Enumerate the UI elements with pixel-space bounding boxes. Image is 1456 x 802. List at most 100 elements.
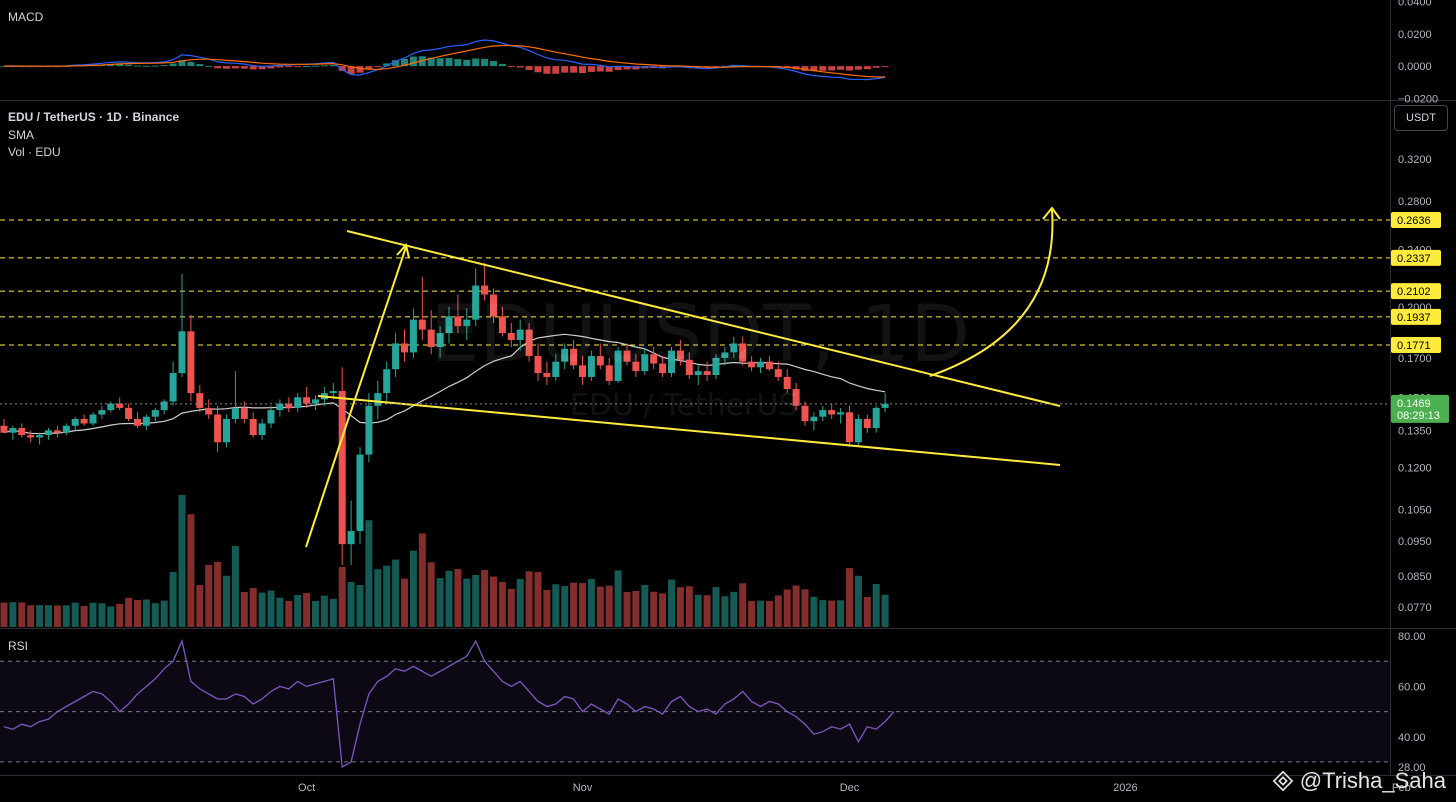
candle-body [507,333,515,340]
descending-support-trendline [317,395,1061,466]
candle-body [748,361,756,368]
volume-bar [249,588,257,627]
candle-body [178,331,186,374]
symbol-title[interactable]: EDU / TetherUS · 1D · Binance [8,110,180,124]
volume-bar [659,593,667,627]
candle-body [98,410,106,415]
volume-bar [614,570,622,627]
macd-histogram-bar [445,58,453,67]
macd-axis-tick-label: −0.0200 [1398,93,1438,105]
macd-histogram-bar [267,66,275,69]
volume-bar [409,550,417,627]
volume-indicator-label[interactable]: Vol · EDU [8,145,61,159]
candle-body [685,359,693,376]
price-axis-tick-label: 0.1200 [1398,462,1432,474]
candle-body [89,414,97,424]
candle-body [45,430,52,436]
macd-histogram-bar [347,66,355,74]
candle-body [712,357,720,376]
impulse-arrowhead [396,242,410,259]
volume-bar [231,546,239,627]
macd-histogram-bar [303,66,311,68]
candle-body [765,361,773,370]
macd-histogram-bar [525,66,533,70]
volume-bar [525,571,533,627]
macd-histogram-bar [258,66,266,70]
volume-bar [765,601,773,627]
macd-histogram-bar [151,65,159,67]
volume-bar [774,595,782,627]
volume-bar [134,600,141,627]
macd-histogram-bar [472,58,480,67]
candle-body [249,418,257,436]
volume-bar [356,585,364,627]
time-axis-tick-label: 2026 [1113,782,1137,794]
candle-body [454,316,462,327]
volume-bar [837,600,845,627]
macd-histogram-bar [846,66,853,71]
macd-histogram-bar [507,66,515,68]
macd-histogram-bar [169,63,177,67]
volume-bar [881,594,889,627]
candle-body [561,348,569,362]
macd-histogram-bar [401,58,408,67]
last-price-tag-value: 0.1469 [1397,398,1431,410]
candle-body [801,405,809,422]
candle-body [490,294,497,317]
macd-histogram-bar [205,65,213,67]
macd-histogram-bar [543,66,551,74]
candle-body [383,369,391,394]
macd-histogram-bar [854,66,862,70]
time-axis-tick-label: Feb [1392,782,1411,794]
volume-bar [107,606,115,627]
macd-histogram-bar [436,58,444,67]
macd-histogram-bar [312,65,319,67]
macd-histogram-bar [178,60,186,67]
candle-body [774,369,782,377]
macd-histogram-bar [214,66,222,69]
candle-body [53,430,61,433]
candle-body [107,403,115,411]
macd-histogram-bar [596,66,604,72]
macd-axis-tick-label: 0.0000 [1398,61,1432,73]
volume-bar [116,603,124,627]
macd-histogram-bar [125,64,133,67]
candle-body [142,416,150,426]
time-axis-tick-label: Nov [573,782,593,794]
macd-histogram-bar [801,66,809,71]
author-credit-text: @Trisha_Saha [1299,768,1446,793]
candle-body [596,356,604,366]
candle-body [587,356,595,377]
macd-histogram-bar [516,66,524,68]
volume-bar [45,605,52,627]
volume-bar [178,495,186,627]
macd-histogram-bar [490,61,497,67]
macd-histogram-bar [329,64,337,67]
candle-body [347,531,355,545]
macd-histogram-bar [240,66,248,69]
volume-bar [739,583,747,627]
volume-bar [18,602,26,627]
level-price-tag-label: 0.2102 [1397,286,1431,298]
macd-histogram-bar [142,65,150,67]
macd-histogram-bar [276,66,284,68]
candle-body [534,356,542,374]
level-price-tag-label: 0.2337 [1397,253,1431,265]
price-axis-tick-label: 0.1050 [1398,504,1432,516]
candle-body [0,425,8,433]
candle-body [605,365,613,381]
volume-bar [401,578,408,627]
volume-bar [169,572,177,627]
candle-body [116,403,124,408]
sma-indicator-label[interactable]: SMA [8,128,35,142]
volume-bar [71,602,79,627]
macd-line [3,39,886,81]
candle-body [187,331,195,394]
candle-body [276,403,284,411]
volume-bar [374,569,382,627]
currency-button[interactable]: USDT [1394,105,1448,131]
macd-histogram-bar [605,66,613,72]
macd-histogram-bar [249,66,257,70]
time-axis-tick-label: Dec [840,782,860,794]
